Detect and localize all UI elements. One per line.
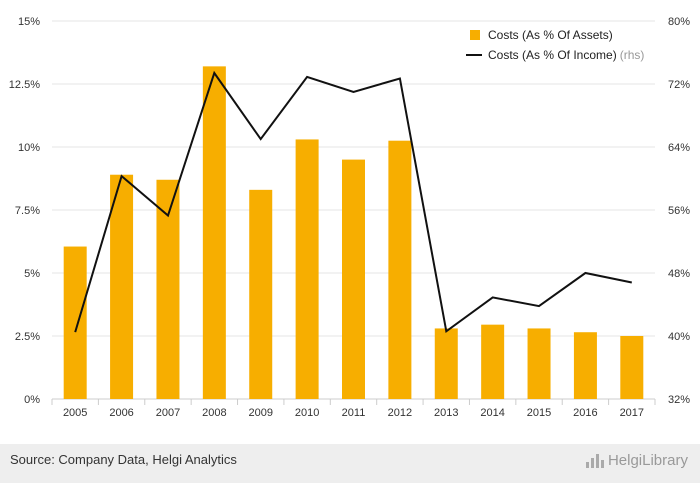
- y-right-tick-label: 72%: [668, 79, 690, 91]
- x-tick-label: 2012: [388, 407, 412, 419]
- x-tick-label: 2015: [527, 407, 551, 419]
- income-line: [74, 70, 633, 334]
- bar-2011: [342, 159, 365, 399]
- bar-chart-icon: [585, 453, 604, 468]
- y-right-tick-label: 32%: [668, 394, 690, 406]
- legend-label-line-name: Costs (As % Of Income): [488, 48, 617, 62]
- y-right-tick-label: 56%: [668, 205, 690, 217]
- brand-name: HelgiLibrary: [607, 452, 688, 469]
- source-text: Source: Company Data, Helgi Analytics: [10, 452, 237, 467]
- x-tick-label: 2016: [573, 407, 597, 419]
- axis-ticks: 0% 2.5% 5% 7.5% 10% 12.5% 15% 32% 40% 48% 56% 64% 72…: [9, 16, 690, 419]
- y-left-tick-label: 0%: [24, 394, 40, 406]
- x-tick-label: 2014: [480, 407, 504, 419]
- y-left-tick-label: 5%: [24, 268, 40, 280]
- y-left-tick-label: 7.5%: [15, 205, 40, 217]
- bar-2015: [527, 328, 551, 399]
- x-tick-label: 2008: [202, 407, 226, 419]
- y-left-tick-label: 2.5%: [15, 331, 40, 343]
- x-tick-label: 2005: [63, 407, 87, 419]
- chart: 0% 2.5% 5% 7.5% 10% 12.5% 15% 32% 40% 48% 56% 64% 72…: [9, 16, 690, 419]
- legend: Costs (As % Of Assets) Costs (As % Of In…: [466, 28, 644, 62]
- y-right-tick-label: 48%: [668, 268, 690, 280]
- bar-2016: [573, 332, 597, 399]
- y-right-tick-label: 64%: [668, 142, 690, 154]
- bar-2008: [202, 66, 226, 400]
- bar-2006: [110, 174, 134, 399]
- y-left-tick-label: 12.5%: [9, 79, 40, 91]
- brand-logo: HelgiLibrary: [585, 452, 688, 469]
- bars: [63, 66, 644, 400]
- bar-2017: [620, 336, 644, 399]
- bar-2010: [295, 139, 319, 399]
- x-tick-label: 2006: [109, 407, 133, 419]
- x-tick-label: 2010: [295, 407, 319, 419]
- footer: Source: Company Data, Helgi Analytics He…: [0, 444, 700, 483]
- y-right-tick-label: 40%: [668, 331, 690, 343]
- y-right-tick-label: 80%: [668, 16, 690, 28]
- y-left-tick-label: 10%: [18, 142, 40, 154]
- line-series: [74, 70, 633, 334]
- x-tick-label: 2017: [620, 407, 644, 419]
- bar-2013: [434, 328, 458, 399]
- x-tick-label: 2013: [434, 407, 458, 419]
- x-tick-label: 2009: [248, 407, 272, 419]
- legend-label-bar: Costs (As % Of Assets): [488, 28, 613, 42]
- legend-label-line: Costs (As % Of Income) (rhs): [488, 48, 644, 62]
- bar-2009: [249, 189, 273, 399]
- bar-2007: [156, 179, 180, 399]
- bar-2012: [388, 140, 412, 399]
- legend-swatch-bar: [470, 30, 480, 40]
- legend-label-line-suffix: (rhs): [620, 48, 645, 62]
- bar-2014: [481, 324, 505, 399]
- x-tick-label: 2007: [156, 407, 180, 419]
- bar-2005: [63, 246, 87, 399]
- y-left-tick-label: 15%: [18, 16, 40, 28]
- x-tick-label: 2011: [342, 407, 366, 419]
